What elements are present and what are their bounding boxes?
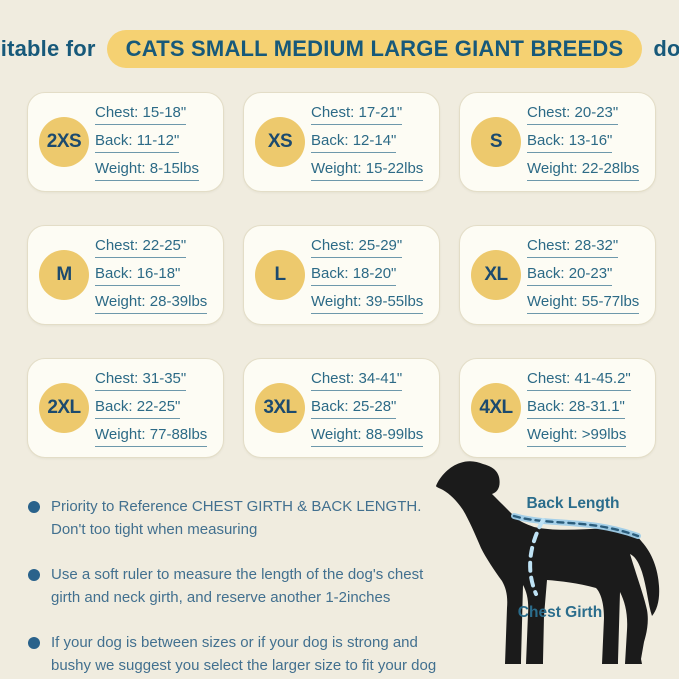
size-specs: Chest: 28-32" Back: 20-23" Weight: 55-77… xyxy=(527,237,645,314)
back-spec: Back: 20-23" xyxy=(527,265,613,286)
back-length-line xyxy=(511,513,641,539)
title-suffix: dogs xyxy=(653,36,679,61)
weight-spec: Weight: 77-88lbs xyxy=(95,426,208,447)
weight-spec: Weight: 88-99lbs xyxy=(311,426,424,447)
tip-text: If your dog is between sizes or if your … xyxy=(51,634,437,674)
back-spec: Back: 13-16" xyxy=(527,132,613,153)
size-card-2xs: 2XS Chest: 15-18" Back: 11-12" Weight: 8… xyxy=(27,92,224,192)
size-specs: Chest: 17-21" Back: 12-14" Weight: 15-22… xyxy=(311,104,429,181)
size-badge: L xyxy=(255,250,305,300)
weight-spec: Weight: >99lbs xyxy=(527,426,627,447)
back-spec: Back: 18-20" xyxy=(311,265,397,286)
chest-spec: Chest: 34-41" xyxy=(311,370,403,391)
title-prefix: Suitable for xyxy=(0,36,96,61)
dog-silhouette xyxy=(436,461,660,664)
size-card-l: L Chest: 25-29" Back: 18-20" Weight: 39-… xyxy=(243,225,440,325)
tip-item: If your dog is between sizes or if your … xyxy=(28,632,442,679)
size-card-m: M Chest: 22-25" Back: 16-18" Weight: 28-… xyxy=(27,225,224,325)
size-specs: Chest: 22-25" Back: 16-18" Weight: 28-39… xyxy=(95,237,213,314)
chest-spec: Chest: 31-35" xyxy=(95,370,187,391)
size-badge: 2XL xyxy=(39,383,89,433)
chest-spec: Chest: 15-18" xyxy=(95,104,187,125)
tip-text: Use a soft ruler to measure the length o… xyxy=(51,566,424,606)
dog-measurement-diagram: Back Length Chest Girth xyxy=(426,456,679,679)
size-badge: M xyxy=(39,250,89,300)
weight-spec: Weight: 15-22lbs xyxy=(311,160,424,181)
title-highlight-pill: CATS SMALL MEDIUM LARGE GIANT BREEDS xyxy=(106,30,643,68)
size-card-xl: XL Chest: 28-32" Back: 20-23" Weight: 55… xyxy=(459,225,656,325)
size-badge: XL xyxy=(471,250,521,300)
back-spec: Back: 11-12" xyxy=(95,132,180,153)
size-card-2xl: 2XL Chest: 31-35" Back: 22-25" Weight: 7… xyxy=(27,358,224,458)
size-specs: Chest: 25-29" Back: 18-20" Weight: 39-55… xyxy=(311,237,429,314)
chest-spec: Chest: 25-29" xyxy=(311,237,403,258)
weight-spec: Weight: 39-55lbs xyxy=(311,293,424,314)
back-spec: Back: 16-18" xyxy=(95,265,181,286)
tip-item: Use a soft ruler to measure the length o… xyxy=(28,564,442,609)
bullet-dot-icon xyxy=(28,637,40,649)
size-badge: 3XL xyxy=(255,383,305,433)
size-specs: Chest: 41-45.2" Back: 28-31.1" Weight: >… xyxy=(527,370,637,447)
size-specs: Chest: 20-23" Back: 13-16" Weight: 22-28… xyxy=(527,104,645,181)
tip-item: Priority to Reference CHEST GIRTH & BACK… xyxy=(28,496,442,541)
tip-text: Priority to Reference CHEST GIRTH & BACK… xyxy=(51,498,422,538)
chest-spec: Chest: 22-25" xyxy=(95,237,187,258)
chest-girth-label: Chest Girth xyxy=(518,604,602,621)
chest-spec: Chest: 20-23" xyxy=(527,104,619,125)
size-card-4xl: 4XL Chest: 41-45.2" Back: 28-31.1" Weigh… xyxy=(459,358,656,458)
size-badge: 4XL xyxy=(471,383,521,433)
size-card-xs: XS Chest: 17-21" Back: 12-14" Weight: 15… xyxy=(243,92,440,192)
chest-spec: Chest: 28-32" xyxy=(527,237,619,258)
back-spec: Back: 12-14" xyxy=(311,132,397,153)
bullet-dot-icon xyxy=(28,501,40,513)
back-length-label: Back Length xyxy=(526,495,619,512)
size-badge: 2XS xyxy=(39,117,89,167)
size-grid: 2XS Chest: 15-18" Back: 11-12" Weight: 8… xyxy=(27,92,656,458)
page-title: Suitable for CATS SMALL MEDIUM LARGE GIA… xyxy=(0,30,679,68)
size-badge: S xyxy=(471,117,521,167)
weight-spec: Weight: 28-39lbs xyxy=(95,293,208,314)
size-card-s: S Chest: 20-23" Back: 13-16" Weight: 22-… xyxy=(459,92,656,192)
weight-spec: Weight: 8-15lbs xyxy=(95,160,199,181)
back-spec: Back: 28-31.1" xyxy=(527,398,625,419)
bullet-dot-icon xyxy=(28,569,40,581)
size-specs: Chest: 34-41" Back: 25-28" Weight: 88-99… xyxy=(311,370,429,447)
measuring-tips: Priority to Reference CHEST GIRTH & BACK… xyxy=(28,496,442,679)
size-specs: Chest: 31-35" Back: 22-25" Weight: 77-88… xyxy=(95,370,213,447)
back-spec: Back: 25-28" xyxy=(311,398,397,419)
size-specs: Chest: 15-18" Back: 11-12" Weight: 8-15l… xyxy=(95,104,205,181)
chest-spec: Chest: 41-45.2" xyxy=(527,370,631,391)
size-badge: XS xyxy=(255,117,305,167)
size-card-3xl: 3XL Chest: 34-41" Back: 25-28" Weight: 8… xyxy=(243,358,440,458)
weight-spec: Weight: 55-77lbs xyxy=(527,293,640,314)
chest-girth-line xyxy=(528,518,545,596)
chest-spec: Chest: 17-21" xyxy=(311,104,403,125)
back-spec: Back: 22-25" xyxy=(95,398,181,419)
weight-spec: Weight: 22-28lbs xyxy=(527,160,640,181)
